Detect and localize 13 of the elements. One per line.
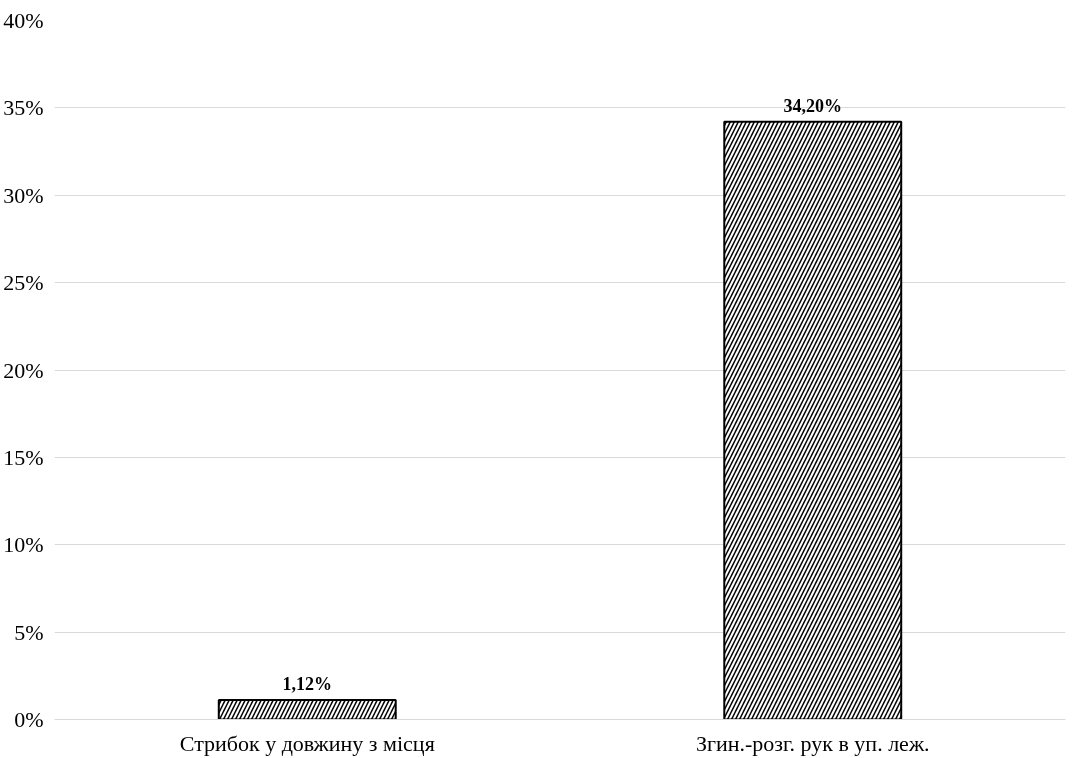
- y-tick-label: 30%: [3, 182, 44, 208]
- y-tick-label: 10%: [3, 532, 44, 558]
- y-tick-label: 0%: [14, 707, 44, 732]
- data-label: 34,20%: [783, 95, 842, 116]
- x-tick-label: Згин.-розг. рук в уп. леж.: [695, 730, 930, 756]
- y-tick-label: 35%: [3, 95, 44, 121]
- y-tick-label: 40%: [3, 8, 44, 33]
- y-tick-label: 5%: [14, 619, 44, 645]
- x-tick-label: Стрибок у довжину з місця: [179, 730, 435, 756]
- y-tick-label: 20%: [3, 357, 44, 383]
- y-tick-label: 25%: [3, 270, 44, 296]
- y-tick-label: 15%: [3, 444, 44, 470]
- data-label: 1,12%: [282, 673, 332, 694]
